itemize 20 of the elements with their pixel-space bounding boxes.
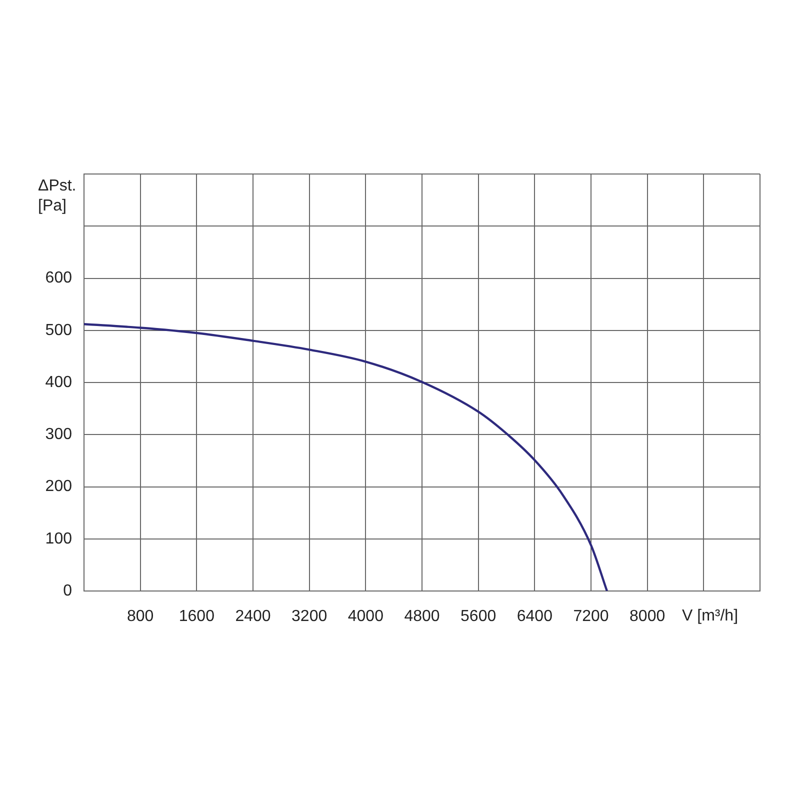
y-tick-label: 200 bbox=[45, 478, 72, 496]
y-tick-label: 600 bbox=[45, 270, 72, 287]
y-tick-label: 400 bbox=[45, 374, 72, 391]
x-tick-label: 8000 bbox=[630, 608, 666, 626]
y-tick-label: 300 bbox=[45, 426, 72, 444]
x-tick-label: 1600 bbox=[178, 608, 215, 626]
x-tick-label: 800 bbox=[126, 608, 154, 626]
x-tick-label: 2400 bbox=[235, 608, 271, 626]
x-tick-label: 4000 bbox=[348, 608, 384, 626]
y-tick-label: 0 bbox=[63, 582, 72, 600]
x-tick-label: 6400 bbox=[516, 608, 553, 626]
line-series bbox=[84, 323, 608, 591]
y-tick-label: 100 bbox=[45, 530, 72, 548]
y-axis-title: ΔPst. [Pa] bbox=[38, 177, 76, 214]
x-tick-label: 7200 bbox=[573, 608, 609, 626]
x-tick-label: 5600 bbox=[460, 608, 496, 626]
x-axis-title: V [m³/h] bbox=[682, 607, 738, 624]
y-tick-label: 500 bbox=[45, 322, 72, 339]
x-tick-label: 3200 bbox=[292, 608, 328, 626]
x-tick-label: 4800 bbox=[404, 608, 440, 626]
